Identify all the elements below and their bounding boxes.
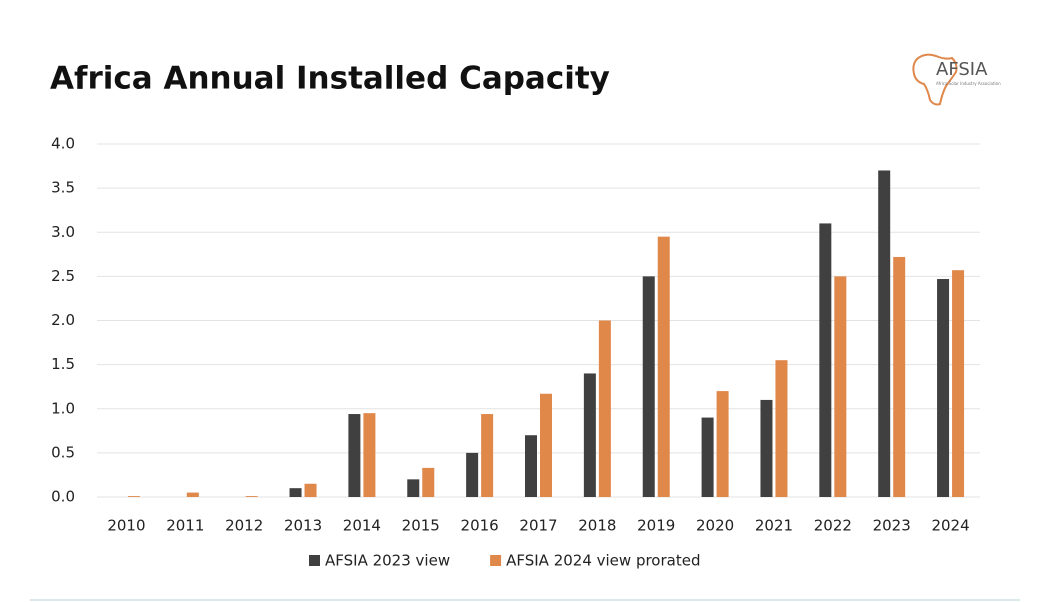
- bar: [466, 452, 479, 497]
- bar: [289, 488, 302, 497]
- y-tick-label: 3.5: [51, 179, 75, 197]
- bar: [716, 391, 729, 497]
- x-tick-label: 2018: [578, 517, 616, 535]
- bar: [363, 413, 376, 497]
- bar: [407, 479, 420, 497]
- bar: [348, 414, 361, 497]
- bar: [186, 492, 199, 497]
- bar: [834, 276, 847, 497]
- legend-swatch: [490, 555, 502, 566]
- bar: [701, 417, 714, 497]
- logo-tagline: Africa Solar Industry Association: [936, 81, 1001, 86]
- x-tick-label: 2023: [873, 517, 911, 535]
- y-tick-label: 2.5: [51, 267, 75, 285]
- bar: [937, 279, 950, 497]
- x-tick-label: 2011: [166, 517, 204, 535]
- x-tick-label: 2015: [402, 517, 440, 535]
- bar: [304, 483, 317, 497]
- bar: [760, 399, 773, 497]
- x-tick-label: 2012: [225, 517, 263, 535]
- bar: [583, 373, 596, 497]
- bar: [878, 170, 891, 497]
- y-tick-label: 0.0: [51, 488, 75, 506]
- y-tick-label: 1.5: [51, 355, 75, 373]
- legend-swatch: [309, 555, 320, 566]
- bar: [819, 223, 832, 498]
- bar: [422, 467, 435, 497]
- x-tick-label: 2019: [637, 517, 675, 535]
- x-tick-label: 2013: [284, 517, 322, 535]
- bar: [598, 320, 611, 497]
- y-tick-label: 2.0: [51, 311, 75, 329]
- logo-name: AFSIA: [936, 59, 988, 80]
- legend-label: AFSIA 2023 view: [325, 552, 450, 570]
- bar: [525, 435, 537, 497]
- x-tick-label: 2022: [814, 517, 852, 535]
- x-tick-label: 2020: [696, 517, 734, 535]
- bar: [952, 270, 965, 497]
- y-tick-label: 1.0: [51, 399, 75, 417]
- bar: [775, 360, 788, 497]
- x-tick-label: 2016: [461, 517, 499, 535]
- bar: [657, 236, 670, 497]
- bar: [893, 256, 906, 497]
- bar: [245, 496, 258, 497]
- x-tick-label: 2010: [107, 517, 145, 535]
- x-tick-label: 2017: [519, 517, 557, 535]
- y-tick-label: 4.0: [51, 135, 75, 153]
- y-tick-label: 3.0: [51, 223, 75, 241]
- legend-label: AFSIA 2024 view prorated: [506, 552, 700, 570]
- y-tick-label: 0.5: [51, 443, 75, 461]
- x-tick-label: 2014: [343, 517, 381, 535]
- chart-title: Africa Annual Installed Capacity: [50, 61, 610, 97]
- x-tick-label: 2024: [931, 517, 969, 535]
- x-tick-label: 2021: [755, 517, 793, 535]
- bar: [127, 496, 140, 497]
- bar: [642, 276, 655, 497]
- bar: [481, 414, 494, 497]
- logo-shape: [912, 53, 958, 106]
- bar: [540, 393, 552, 497]
